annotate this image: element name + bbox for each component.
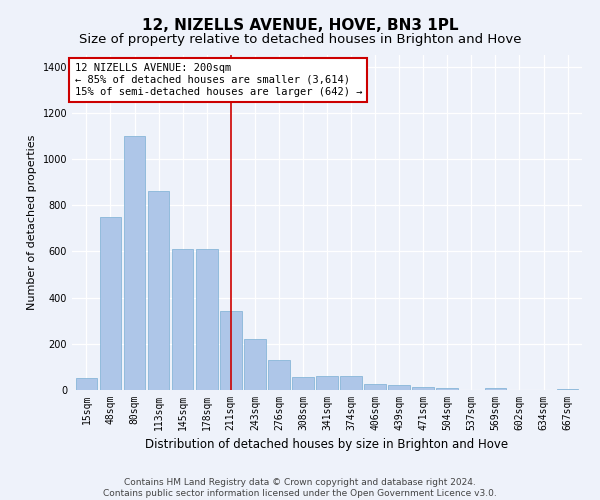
Bar <box>196 249 218 390</box>
Bar <box>76 378 97 390</box>
Text: 12, NIZELLS AVENUE, HOVE, BN3 1PL: 12, NIZELLS AVENUE, HOVE, BN3 1PL <box>142 18 458 32</box>
X-axis label: Distribution of detached houses by size in Brighton and Hove: Distribution of detached houses by size … <box>145 438 509 452</box>
Y-axis label: Number of detached properties: Number of detached properties <box>27 135 37 310</box>
Bar <box>388 386 410 390</box>
Bar <box>316 376 338 390</box>
Text: Size of property relative to detached houses in Brighton and Hove: Size of property relative to detached ho… <box>79 32 521 46</box>
Bar <box>412 386 434 390</box>
Bar <box>220 312 242 390</box>
Bar <box>124 136 145 390</box>
Bar <box>100 216 121 390</box>
Bar <box>436 388 458 390</box>
Bar <box>485 388 506 390</box>
Bar <box>340 376 362 390</box>
Text: Contains HM Land Registry data © Crown copyright and database right 2024.
Contai: Contains HM Land Registry data © Crown c… <box>103 478 497 498</box>
Bar <box>148 192 169 390</box>
Bar <box>292 378 314 390</box>
Text: 12 NIZELLS AVENUE: 200sqm
← 85% of detached houses are smaller (3,614)
15% of se: 12 NIZELLS AVENUE: 200sqm ← 85% of detac… <box>74 64 362 96</box>
Bar <box>172 249 193 390</box>
Bar <box>268 360 290 390</box>
Bar <box>557 389 578 390</box>
Bar <box>364 384 386 390</box>
Bar <box>244 339 266 390</box>
